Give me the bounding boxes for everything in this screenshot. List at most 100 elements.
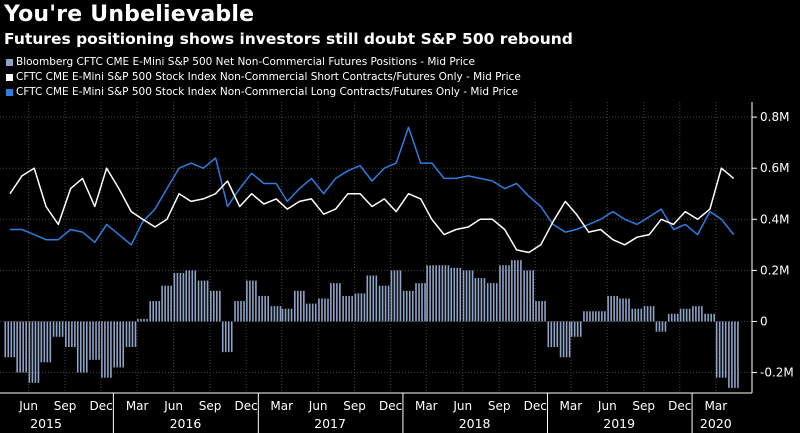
net-position-bar (333, 283, 335, 322)
net-position-bar (74, 321, 76, 348)
net-position-bar (610, 295, 612, 322)
net-position-bar (465, 270, 468, 322)
legend-item-net: Bloomberg CFTC CME E-Mini S&P 500 Net No… (6, 55, 521, 70)
x-year-label: 2016 (170, 416, 202, 431)
net-position-bar (95, 321, 97, 360)
net-position-bar (679, 308, 682, 322)
net-position-bar (85, 321, 88, 373)
net-position-bar (155, 301, 158, 322)
legend-item-short: CFTC CME E-Mini S&P 500 Stock Index Non-… (6, 70, 521, 85)
net-position-bar (224, 321, 227, 353)
net-position-bar (462, 270, 465, 322)
x-tick-label: Dec (234, 399, 257, 413)
net-position-bar (314, 303, 317, 322)
net-position-bar (194, 270, 197, 322)
net-position-bar (502, 265, 504, 322)
x-tick-label: Mar (126, 399, 149, 413)
net-position-bar (646, 306, 649, 322)
net-position-bar (122, 321, 125, 368)
net-position-bar (354, 293, 357, 322)
net-position-bar (227, 321, 230, 353)
net-position-bar (324, 298, 326, 322)
net-position-bar (113, 321, 115, 368)
net-position-bar (387, 285, 390, 322)
net-position-bar (287, 308, 290, 322)
net-position-bar (110, 321, 112, 378)
net-position-bar (46, 321, 49, 363)
net-position-bar (284, 308, 287, 322)
x-tick-label: Dec (668, 399, 691, 413)
net-position-bar (4, 321, 7, 358)
net-position-bar (688, 308, 691, 322)
net-position-bar (161, 285, 163, 322)
x-tick-label: Sep (199, 399, 222, 413)
net-position-bar (707, 313, 709, 322)
net-position-bar (213, 290, 215, 322)
net-position-bar (164, 285, 166, 322)
net-position-bar (682, 308, 685, 322)
net-position-bar (290, 308, 293, 322)
legend-label-net: Bloomberg CFTC CME E-Mini S&P 500 Net No… (16, 56, 475, 68)
net-position-bar (607, 295, 609, 322)
net-position-bar (31, 321, 34, 383)
x-tick-label: Jun (452, 399, 472, 413)
net-position-bar (19, 321, 21, 373)
net-position-bar (517, 260, 519, 322)
net-position-bar (82, 321, 85, 373)
net-position-bar (402, 290, 405, 322)
net-position-bar (92, 321, 94, 360)
net-position-bar (264, 295, 266, 322)
net-position-bar (553, 321, 556, 348)
net-position-bar (619, 298, 621, 322)
net-position-bar (55, 321, 58, 337)
net-position-bar (625, 298, 627, 322)
y-tick-label: 0.2M (760, 263, 789, 277)
net-position-bar (538, 301, 540, 322)
net-position-bar (297, 290, 299, 322)
net-position-bar (631, 308, 634, 322)
x-year-label: 2017 (314, 416, 346, 431)
x-tick-label: Jun (163, 399, 183, 413)
net-position-bar (495, 283, 498, 322)
net-position-bar (255, 280, 257, 322)
net-position-bar (58, 321, 61, 337)
net-position-bar (670, 313, 673, 322)
net-position-bar (595, 311, 597, 322)
net-position-bar (22, 321, 24, 373)
net-position-bar (468, 270, 471, 322)
net-position-bar (98, 321, 100, 360)
net-position-bar (715, 321, 718, 378)
net-position-bar (526, 270, 528, 322)
x-year-label: 2019 (603, 416, 635, 431)
chart-subtitle: Futures positioning shows investors stil… (4, 30, 573, 48)
net-position-bar (511, 260, 513, 322)
net-position-bar (152, 301, 155, 322)
x-tick-label: Sep (632, 399, 655, 413)
legend-label-long: CFTC CME E-Mini S&P 500 Stock Index Non-… (16, 86, 519, 98)
net-position-bar (25, 321, 27, 373)
net-position-bar (76, 321, 79, 373)
x-tick-label: Jun (597, 399, 617, 413)
net-position-bar (219, 290, 221, 322)
net-position-bar (573, 321, 576, 337)
net-position-bar (52, 321, 55, 337)
net-position-bar (221, 321, 224, 353)
x-tick-label: Jun (18, 399, 38, 413)
net-position-bar (375, 275, 378, 322)
net-position-bar (547, 321, 550, 348)
net-position-bar (366, 275, 369, 322)
net-position-bar (695, 306, 697, 322)
net-position-bar (408, 290, 411, 322)
net-position-bar (658, 321, 661, 332)
net-position-bar (550, 321, 553, 348)
net-position-bar (216, 290, 218, 322)
net-position-bar (146, 318, 148, 322)
net-position-bar (676, 313, 679, 322)
net-position-bar (258, 295, 260, 322)
x-tick-label: Sep (488, 399, 511, 413)
net-position-bar (426, 265, 428, 322)
net-position-bar (483, 278, 486, 322)
chart-title: You're Unbelievable (4, 2, 255, 27)
net-position-bar (149, 301, 152, 322)
net-position-bar (399, 270, 402, 322)
